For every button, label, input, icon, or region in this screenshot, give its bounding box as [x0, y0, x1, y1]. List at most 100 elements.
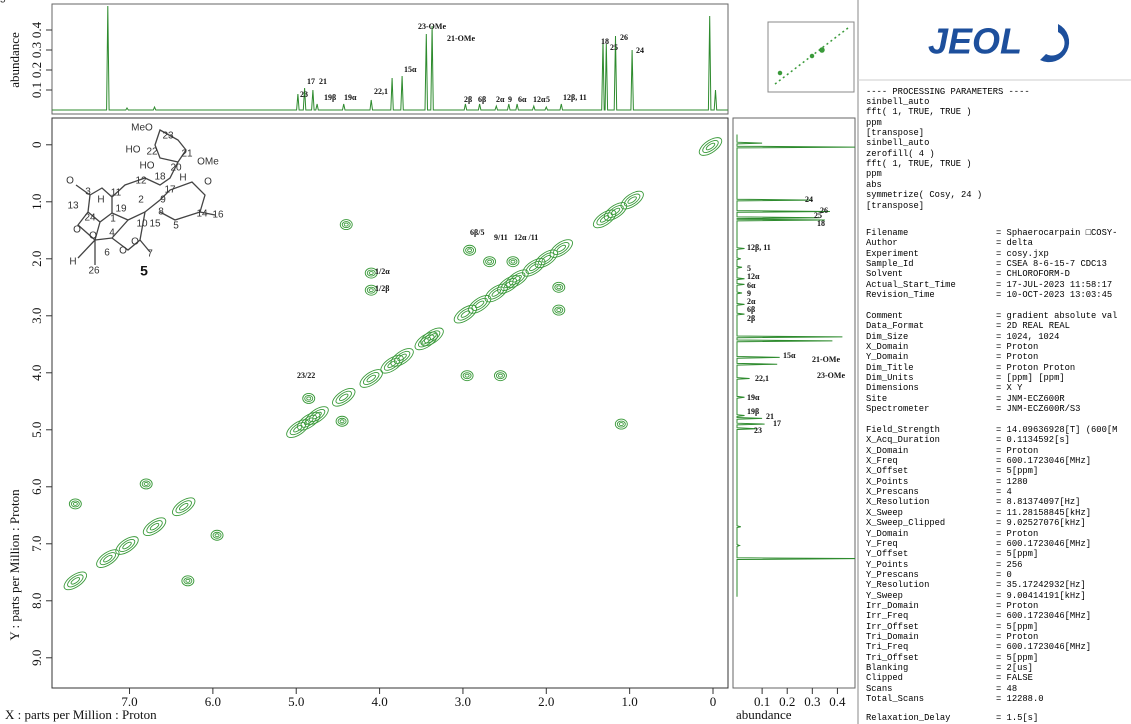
processing-step: abs — [866, 179, 882, 190]
peak-label: 6α — [518, 95, 527, 104]
parameter-name: X_Sweep_Clipped — [866, 518, 946, 529]
structure-label: 5 — [173, 221, 179, 232]
structure-label: O — [119, 246, 127, 257]
y-tick-label: 3.0 — [29, 308, 44, 324]
peak-label: 2β — [464, 95, 472, 104]
parameter-name: Experiment — [866, 248, 919, 259]
cross-peak — [592, 209, 617, 229]
cross-peak — [214, 533, 220, 538]
cross-peak — [552, 281, 566, 293]
cross-peak — [505, 269, 529, 289]
parameter-row: Y_Domain = Proton — [866, 529, 1038, 539]
parameter-value: = 5[ppm] — [996, 652, 1039, 663]
structure-label: 24 — [84, 213, 96, 224]
cross-peak — [335, 415, 349, 427]
structure-label: 12 — [135, 176, 147, 187]
cross-peak — [304, 417, 314, 425]
cross-peak — [115, 536, 139, 555]
cross-peak — [306, 396, 312, 401]
cross-peak — [620, 190, 644, 210]
peak-label: 19β — [324, 93, 336, 102]
parameter-name: Solvent — [866, 269, 903, 280]
parameter-name: Scans — [866, 683, 893, 694]
parameter-value: = 9.00414191[kHz] — [996, 590, 1086, 601]
cross-peak — [368, 271, 374, 275]
parameter-row: Filename = Sphaerocarpain □COSY- — [866, 228, 1117, 238]
cross-peak — [146, 520, 163, 534]
cross-peak — [506, 256, 520, 268]
parameter-value: = Proton — [996, 528, 1039, 539]
peak-label: 12α /11 — [514, 233, 538, 242]
cross-peak — [474, 300, 485, 309]
peak-label: 23-OMe — [418, 22, 446, 31]
structure-label: 4 — [109, 228, 115, 239]
peak-label: 9 — [747, 289, 751, 298]
logo-text: JEOL — [928, 21, 1022, 62]
processing-step: [transpose] — [866, 128, 925, 139]
cross-peak — [464, 373, 470, 378]
parameter-row: Experiment = cosy.jxp — [866, 249, 1049, 259]
peak-label: 19β — [747, 407, 759, 416]
structure-label: 23 — [162, 131, 174, 142]
peak-label: 19α — [344, 93, 357, 102]
peak-label: 12α — [747, 272, 760, 281]
spectrum-line — [736, 134, 855, 597]
parameter-value: = 0 — [996, 569, 1012, 580]
parameter-value: = CSEA 8-6-15-7 CDC13 — [996, 259, 1107, 270]
cross-peak — [178, 503, 189, 511]
cross-peak — [623, 193, 641, 207]
parameter-value: = 600.1723046[MHz] — [996, 538, 1092, 549]
thumbnail-dot — [777, 70, 783, 76]
parameter-value: = 5[ppm] — [996, 621, 1039, 632]
parameter-value: = FALSE — [996, 673, 1033, 684]
parameter-value: = 35.17242932[Hz] — [996, 580, 1086, 591]
parameter-name: Data_Format — [866, 321, 925, 332]
structure-label: 13 — [67, 201, 79, 212]
cross-peak — [467, 248, 473, 253]
parameter-row: Y_Offset = 5[ppm] — [866, 549, 1038, 559]
peak-label: 15α — [783, 351, 796, 360]
parameter-row: Field_Strength = 14.09636928[T] (600[M — [866, 425, 1117, 435]
cross-peak — [293, 424, 303, 433]
parameter-row: X_Prescans = 4 — [866, 487, 1012, 497]
parameter-name: Dim_Title — [866, 362, 914, 373]
parameter-value: = cosy.jxp — [996, 248, 1049, 259]
y-tick-label: 7.0 — [29, 536, 44, 552]
peak-label: 5 — [747, 264, 751, 273]
cross-peak — [510, 259, 516, 264]
peak-label: 21-OMe — [812, 355, 840, 364]
parameter-row: Scans = 48 — [866, 684, 1017, 694]
cross-peak — [363, 371, 380, 386]
structure-label: 16 — [212, 210, 224, 221]
cross-peak — [607, 204, 624, 219]
cross-peak — [297, 411, 321, 431]
right-frame — [732, 117, 856, 689]
cross-peak — [118, 538, 136, 553]
logo-mark — [1040, 24, 1070, 63]
cross-peak — [554, 306, 564, 314]
cross-peak — [339, 419, 345, 424]
spectrum-line — [52, 5, 728, 111]
cross-peak — [289, 422, 307, 436]
parameter-value: = 1024, 1024 — [996, 331, 1060, 342]
cross-peak — [705, 142, 716, 151]
parameter-name: Author — [866, 238, 898, 249]
processing-step: sinbell_auto — [866, 97, 930, 107]
parameter-value: = X Y — [996, 383, 1023, 394]
parameter-name: X_Prescans — [866, 487, 919, 498]
cross-peak — [522, 258, 546, 277]
cross-peak — [393, 350, 411, 364]
cross-peak — [390, 348, 414, 367]
parameter-row: Dim_Title = Proton Proton — [866, 363, 1075, 373]
peak-label: 17 — [307, 77, 315, 86]
parameter-panel: ---- PROCESSING PARAMETERS ---- sinbell_a… — [866, 0, 1131, 724]
cross-peak — [554, 283, 564, 291]
structure-label: 25 — [0, 0, 6, 6]
parameter-row: X_Sweep_Clipped = 9.02527076[kHz] — [866, 518, 1086, 528]
parameter-row: Tri_Offset = 5[ppm] — [866, 653, 1038, 663]
peak-label: 12α — [533, 95, 546, 104]
cross-peak — [212, 531, 222, 539]
parameter-header: ---- PROCESSING PARAMETERS ---- — [866, 87, 1030, 97]
structure-label: O — [131, 237, 139, 248]
